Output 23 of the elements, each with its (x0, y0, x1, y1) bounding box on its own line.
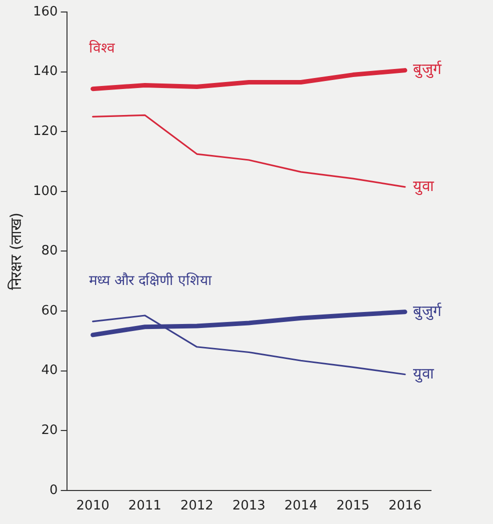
x-tick-label: 2011 (128, 498, 162, 514)
series-label: बुजुर्ग (412, 302, 442, 321)
x-tick-label: 2016 (388, 498, 422, 514)
x-tick-label: 2014 (284, 498, 318, 514)
y-tick-label: 140 (32, 64, 58, 80)
series-label: युवा (412, 176, 435, 196)
series-label: बुजुर्ग (412, 60, 442, 80)
x-tick-label: 2013 (232, 498, 266, 514)
series-label: युवा (412, 364, 435, 384)
y-tick-label: 40 (41, 363, 58, 378)
y-axis-title: निरक्षर (लाख) (6, 212, 25, 290)
y-tick-label: 160 (32, 4, 58, 20)
x-tick-label: 2010 (76, 498, 110, 514)
y-tick-label: 120 (32, 124, 58, 139)
y-tick-label: 100 (32, 184, 58, 199)
annotation: विश्व (88, 39, 115, 56)
x-tick-label: 2015 (336, 498, 370, 514)
y-tick-label: 80 (41, 244, 58, 259)
x-tick-label: 2012 (180, 498, 214, 514)
y-tick-label: 20 (41, 422, 58, 438)
annotation: मध्य और दक्षिणी एशिया (88, 272, 212, 290)
y-tick-label: 0 (50, 482, 58, 498)
y-tick-label: 60 (41, 303, 58, 318)
